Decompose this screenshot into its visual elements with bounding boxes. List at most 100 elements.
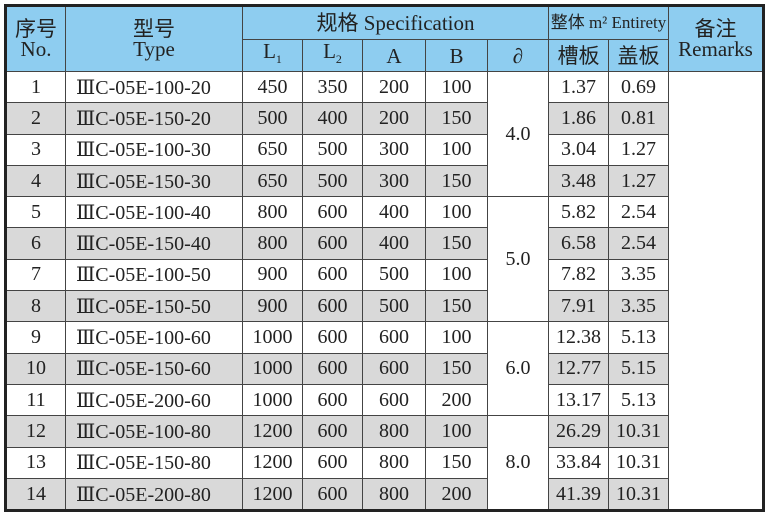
cell-cover: 2.54 <box>608 196 669 229</box>
cell-delta: 4.0 <box>487 70 549 198</box>
cell-b: 150 <box>425 290 488 323</box>
cell-cover: 5.13 <box>608 321 669 354</box>
header-type: 型号 Type <box>65 5 243 72</box>
cell-no: 3 <box>5 133 66 166</box>
cell-l1: 450 <box>242 70 303 104</box>
table-row: 12 ⅢC-05E-100-80 1200 600 800 100 8.0 26.29 10.3… <box>5 415 764 512</box>
cell-a: 600 <box>362 352 426 385</box>
cell-type: ⅢC-05E-100-60 <box>65 321 243 354</box>
cell-cover: 3.35 <box>608 258 669 292</box>
cell-no: 11 <box>5 383 66 417</box>
header-no-en: No. <box>20 37 52 61</box>
cell-cover: 10.31 <box>608 477 669 512</box>
cell-a: 200 <box>362 102 426 135</box>
cell-a: 300 <box>362 164 426 198</box>
header-type-cn: 型号 <box>133 17 175 41</box>
cell-cover: 1.27 <box>608 133 669 166</box>
cell-type: ⅢC-05E-150-40 <box>65 227 243 260</box>
cell-l1: 1200 <box>242 477 303 512</box>
header-trough: 槽板 <box>548 39 609 72</box>
cell-l2: 500 <box>302 133 363 166</box>
cell-l1: 1000 <box>242 383 303 417</box>
cell-a: 600 <box>362 321 426 354</box>
cell-a: 500 <box>362 290 426 323</box>
cell-l2: 600 <box>302 477 363 512</box>
cell-l2: 600 <box>302 290 363 323</box>
specification-table: 序号 No. 型号 Type 规格 Specification 整体 m² Enti… <box>4 4 765 513</box>
header-remarks-cn: 备注 <box>694 17 737 41</box>
table-body: 1 ⅢC-05E-100-20 450 350 200 100 4.0 1.37 0.69 2 ⅢC… <box>5 70 764 512</box>
cell-type: ⅢC-05E-150-30 <box>65 164 243 198</box>
cell-delta: 8.0 <box>487 415 549 512</box>
cell-l1: 800 <box>242 196 303 229</box>
cell-type: ⅢC-05E-150-80 <box>65 446 243 479</box>
cell-l1: 900 <box>242 258 303 292</box>
cell-type: ⅢC-05E-200-80 <box>65 477 243 512</box>
cell-cover: 2.54 <box>608 227 669 260</box>
cell-cover: 10.31 <box>608 415 669 448</box>
cell-no: 4 <box>5 164 66 198</box>
header-b: B <box>425 39 488 72</box>
cell-a: 400 <box>362 227 426 260</box>
header-l2: L2 <box>302 39 363 72</box>
cell-l1: 1000 <box>242 321 303 354</box>
cell-no: 6 <box>5 227 66 260</box>
cell-type: ⅢC-05E-150-20 <box>65 102 243 135</box>
table-row: 11 ⅢC-05E-200-60 1000 600 600 200 13.17 5.13 <box>5 383 764 417</box>
cell-l2: 600 <box>302 321 363 354</box>
cell-b: 100 <box>425 258 488 292</box>
table-row: 1 ⅢC-05E-100-20 450 350 200 100 4.0 1.37 0.69 <box>5 70 764 512</box>
cell-trough: 13.17 <box>548 383 609 417</box>
cell-a: 600 <box>362 383 426 417</box>
cell-l2: 600 <box>302 258 363 292</box>
cell-trough: 3.04 <box>548 133 609 166</box>
cell-l1: 1200 <box>242 415 303 448</box>
cell-l2: 400 <box>302 102 363 135</box>
header-l1-sub: 1 <box>275 52 282 67</box>
cell-cover: 5.13 <box>608 383 669 417</box>
cell-type: ⅢC-05E-150-50 <box>65 290 243 323</box>
table-row: 9 ⅢC-05E-100-60 1000 600 600 100 6.0 12.38 5.13 <box>5 321 764 417</box>
header-no-cn: 序号 <box>15 17 57 41</box>
cell-no: 2 <box>5 102 66 135</box>
cell-l2: 600 <box>302 415 363 448</box>
cell-l1: 900 <box>242 290 303 323</box>
cell-cover: 0.69 <box>608 70 669 104</box>
cell-cover: 1.27 <box>608 164 669 198</box>
cell-cover: 10.31 <box>608 446 669 479</box>
cell-a: 800 <box>362 446 426 479</box>
cell-l2: 600 <box>302 383 363 417</box>
cell-trough: 33.84 <box>548 446 609 479</box>
cell-b: 100 <box>425 321 488 354</box>
header-entirety: 整体 m² Entirety <box>548 5 669 40</box>
cell-type: ⅢC-05E-100-20 <box>65 70 243 104</box>
table-row: 8 ⅢC-05E-150-50 900 600 500 150 7.91 3.35 <box>5 290 764 323</box>
cell-b: 150 <box>425 164 488 198</box>
cell-no: 10 <box>5 352 66 385</box>
cell-trough: 7.82 <box>548 258 609 292</box>
cell-no: 1 <box>5 70 66 104</box>
cell-b: 150 <box>425 102 488 135</box>
header-remarks: 备注 Remarks <box>668 5 764 72</box>
cell-a: 200 <box>362 70 426 104</box>
table-row: 2 ⅢC-05E-150-20 500 400 200 150 1.86 0.81 <box>5 102 764 135</box>
table-row: 5 ⅢC-05E-100-40 800 600 400 100 5.0 5.82 2.54 <box>5 196 764 323</box>
cell-b: 150 <box>425 227 488 260</box>
cell-trough: 7.91 <box>548 290 609 323</box>
cell-l1: 650 <box>242 164 303 198</box>
cell-l2: 600 <box>302 227 363 260</box>
cell-cover: 3.35 <box>608 290 669 323</box>
cell-l1: 650 <box>242 133 303 166</box>
cell-no: 14 <box>5 477 66 512</box>
cell-trough: 12.38 <box>548 321 609 354</box>
cell-trough: 1.37 <box>548 70 609 104</box>
cell-type: ⅢC-05E-100-30 <box>65 133 243 166</box>
cell-trough: 26.29 <box>548 415 609 448</box>
cell-cover: 0.81 <box>608 102 669 135</box>
cell-cover: 5.15 <box>608 352 669 385</box>
cell-b: 200 <box>425 383 488 417</box>
header-l1-text: L <box>263 39 276 64</box>
cell-a: 300 <box>362 133 426 166</box>
table-row: 4 ⅢC-05E-150-30 650 500 300 150 3.48 1.27 <box>5 164 764 198</box>
cell-l2: 600 <box>302 196 363 229</box>
